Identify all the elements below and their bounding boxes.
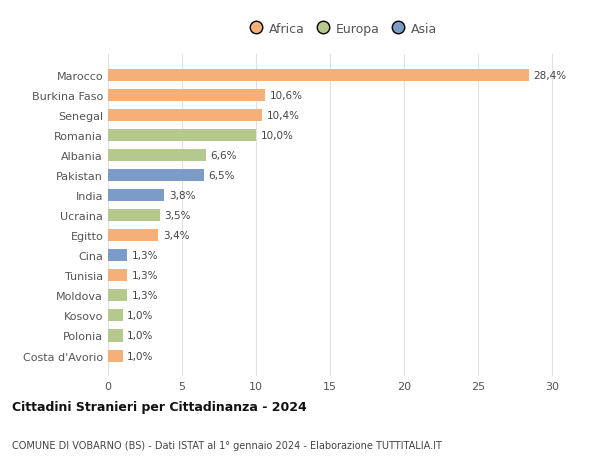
Bar: [108, 90, 265, 102]
Bar: [108, 150, 206, 162]
Bar: [108, 210, 160, 222]
Text: 1,3%: 1,3%: [132, 291, 158, 301]
Text: 1,0%: 1,0%: [127, 351, 154, 361]
Text: 10,4%: 10,4%: [266, 111, 299, 121]
Bar: [108, 190, 164, 202]
Text: 1,3%: 1,3%: [132, 251, 158, 261]
Text: 1,0%: 1,0%: [127, 331, 154, 341]
Text: 6,6%: 6,6%: [210, 151, 237, 161]
Text: 3,4%: 3,4%: [163, 231, 190, 241]
Bar: [108, 330, 123, 342]
Bar: [108, 230, 158, 242]
Legend: Africa, Europa, Asia: Africa, Europa, Asia: [249, 20, 441, 40]
Text: 3,8%: 3,8%: [169, 191, 195, 201]
Bar: [108, 290, 127, 302]
Text: 10,6%: 10,6%: [269, 91, 302, 101]
Bar: [108, 170, 204, 182]
Bar: [108, 250, 127, 262]
Bar: [108, 350, 123, 362]
Text: Cittadini Stranieri per Cittadinanza - 2024: Cittadini Stranieri per Cittadinanza - 2…: [12, 400, 307, 413]
Text: COMUNE DI VOBARNO (BS) - Dati ISTAT al 1° gennaio 2024 - Elaborazione TUTTITALIA: COMUNE DI VOBARNO (BS) - Dati ISTAT al 1…: [12, 440, 442, 450]
Bar: [108, 110, 262, 122]
Bar: [108, 70, 529, 82]
Bar: [108, 310, 123, 322]
Bar: [108, 130, 256, 142]
Text: 28,4%: 28,4%: [533, 71, 566, 81]
Text: 6,5%: 6,5%: [209, 171, 235, 181]
Text: 1,3%: 1,3%: [132, 271, 158, 281]
Bar: [108, 270, 127, 282]
Text: 3,5%: 3,5%: [164, 211, 191, 221]
Text: 10,0%: 10,0%: [260, 131, 293, 141]
Text: 1,0%: 1,0%: [127, 311, 154, 321]
